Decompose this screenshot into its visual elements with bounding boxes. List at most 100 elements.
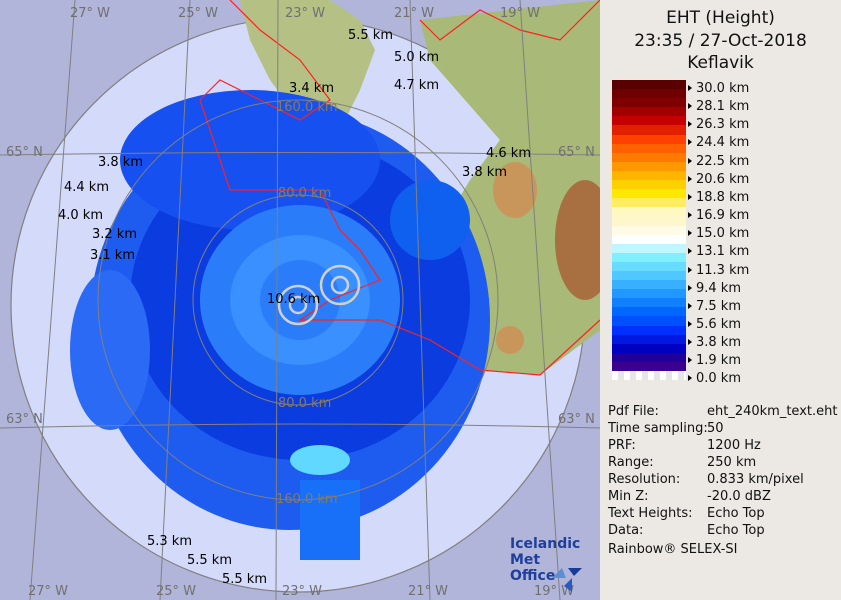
info-value: 0.833 km/pixel xyxy=(707,472,804,487)
color-swatch xyxy=(612,189,686,199)
land-snaefellsnes xyxy=(240,0,375,130)
info-label: Resolution: xyxy=(608,472,681,487)
color-swatch xyxy=(612,280,686,290)
logo-text: Icelandic Met xyxy=(510,536,581,568)
glacier xyxy=(493,162,537,218)
scale-tick-label: 0.0 km xyxy=(688,371,741,386)
height-label: 3.2 km xyxy=(92,227,137,242)
lon-label: 27° W xyxy=(28,584,69,599)
color-swatch xyxy=(612,234,686,244)
height-label: 3.4 km xyxy=(289,81,334,96)
color-swatch xyxy=(612,289,686,299)
color-swatch xyxy=(612,89,686,99)
echo-field xyxy=(70,90,490,560)
echo-region xyxy=(390,180,470,260)
height-label: 3.1 km xyxy=(90,248,135,263)
lat-label: 63° N xyxy=(6,412,43,427)
glacier xyxy=(496,326,524,354)
scale-tick-label: 28.1 km xyxy=(688,99,749,114)
color-swatch xyxy=(612,298,686,308)
glacier xyxy=(555,180,600,300)
height-label: 5.5 km xyxy=(222,572,267,587)
height-label: 4.6 km xyxy=(486,146,531,161)
info-label: Time sampling: xyxy=(608,421,708,436)
scale-tick-label: 20.6 km xyxy=(688,172,749,187)
info-row: PRF: 1200 Hz xyxy=(608,438,761,453)
lat-label: 65° N xyxy=(6,145,43,160)
lon-label: 23° W xyxy=(285,6,326,21)
info-value: Echo Top xyxy=(707,523,765,538)
height-label: 5.0 km xyxy=(394,50,439,65)
info-label: PRF: xyxy=(608,438,636,453)
info-panel: EHT (Height) 23:35 / 27-Oct-2018 Keflavi… xyxy=(600,0,841,600)
color-swatch xyxy=(612,225,686,235)
scale-tick-label: 9.4 km xyxy=(688,281,741,296)
info-label: Data: xyxy=(608,523,644,538)
color-swatch xyxy=(612,325,686,335)
color-swatch xyxy=(612,243,686,253)
scale-tick-label: 7.5 km xyxy=(688,299,741,314)
color-swatch xyxy=(612,143,686,153)
imo-logo: Icelandic Met Office xyxy=(510,536,600,592)
color-swatch xyxy=(612,80,686,90)
scale-tick-label: 13.1 km xyxy=(688,244,749,259)
color-swatch xyxy=(612,98,686,108)
scale-tick-label: 22.5 km xyxy=(688,154,749,169)
lat-label: 65° N xyxy=(558,145,595,160)
radar-site-name: Keflavik xyxy=(687,53,754,73)
credit-text: Rainbow® SELEX-SI xyxy=(608,542,738,557)
info-label: Range: xyxy=(608,455,654,470)
ring-label: 80.0 km xyxy=(278,396,332,411)
color-swatch xyxy=(612,207,686,217)
scale-tick-label: 18.8 km xyxy=(688,190,749,205)
color-swatch xyxy=(612,152,686,162)
height-label: 5.5 km xyxy=(187,553,232,568)
lon-label: 25° W xyxy=(178,6,219,21)
info-row: Min Z: -20.0 dBZ xyxy=(608,489,771,504)
scale-tick-label: 1.9 km xyxy=(688,353,741,368)
radar-site-marker xyxy=(277,264,361,326)
height-label: 4.4 km xyxy=(64,180,109,195)
info-row: Pdf File: eht_240km_text.eht xyxy=(608,404,837,419)
color-swatch xyxy=(612,116,686,126)
info-value: Echo Top xyxy=(707,506,765,521)
scale-tick-label: 30.0 km xyxy=(688,81,749,96)
info-value: 250 km xyxy=(707,455,757,470)
color-swatch xyxy=(612,216,686,226)
radar-canvas xyxy=(0,0,600,600)
product-datetime: 23:35 / 27-Oct-2018 xyxy=(634,31,807,51)
color-swatch xyxy=(612,261,686,271)
color-swatch xyxy=(612,134,686,144)
info-label: Min Z: xyxy=(608,489,649,504)
lat-label: 63° N xyxy=(558,412,595,427)
info-row: Data: Echo Top xyxy=(608,523,765,538)
color-swatch xyxy=(612,107,686,117)
color-swatch xyxy=(612,161,686,171)
scale-tick-label: 11.3 km xyxy=(688,263,749,278)
info-label: Pdf File: xyxy=(608,404,659,419)
lon-label: 19° W xyxy=(500,6,541,21)
echo-region xyxy=(290,445,350,475)
height-label: 3.8 km xyxy=(98,155,143,170)
color-swatch xyxy=(612,198,686,208)
height-label: 4.7 km xyxy=(394,78,439,93)
scale-tick-label: 5.6 km xyxy=(688,317,741,332)
info-value: 50 xyxy=(707,421,724,436)
info-row: Text Heights: Echo Top xyxy=(608,506,765,521)
ring-label: 80.0 km xyxy=(278,186,332,201)
info-value: 1200 Hz xyxy=(707,438,761,453)
ring-label: 160.0 km xyxy=(276,492,338,507)
scale-tick-label: 16.9 km xyxy=(688,208,749,223)
echo-region xyxy=(120,90,380,230)
color-swatch xyxy=(612,361,686,371)
coastline xyxy=(419,0,600,41)
logo-text: Office xyxy=(510,568,556,584)
height-label: 4.0 km xyxy=(58,208,103,223)
product-title: EHT (Height) xyxy=(666,8,775,28)
height-label: 10.6 km xyxy=(267,292,321,307)
radar-map[interactable]: 27° W 25° W 23° W 21° W 19° W 27° W 25° … xyxy=(0,0,600,600)
color-swatch xyxy=(612,307,686,317)
scale-tick-label: 3.8 km xyxy=(688,335,741,350)
scale-tick-label: 24.4 km xyxy=(688,135,749,150)
info-value: eht_240km_text.eht xyxy=(707,404,838,419)
